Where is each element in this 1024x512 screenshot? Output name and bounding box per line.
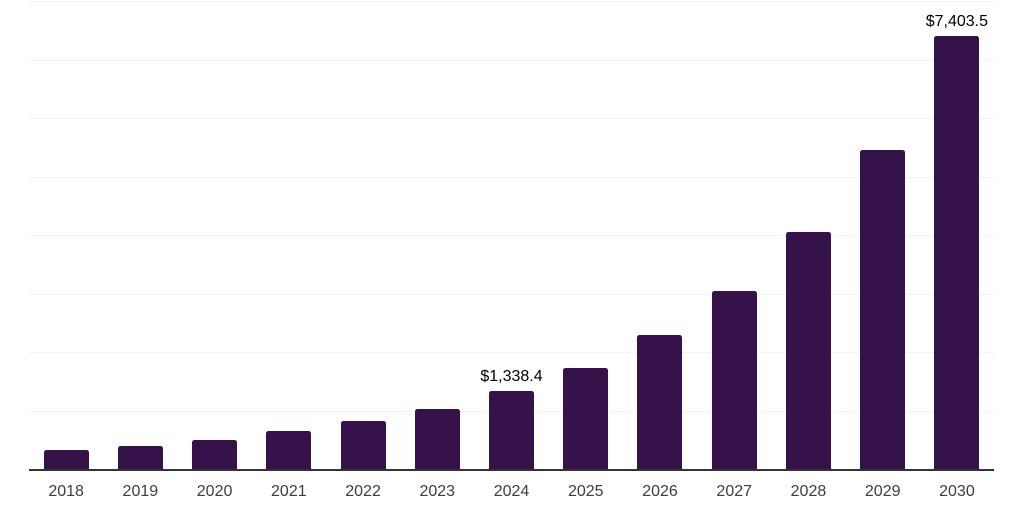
x-tick-2027: 2027 xyxy=(716,483,753,500)
gridline-8000 xyxy=(29,1,994,2)
gridline-3000 xyxy=(29,293,994,295)
x-tick-2024: 2024 xyxy=(493,483,530,500)
gridline-7000 xyxy=(29,59,994,61)
gridline-4000 xyxy=(29,235,994,236)
bar-2029 xyxy=(860,150,906,469)
x-tick-2019: 2019 xyxy=(122,483,159,500)
gridline-2000 xyxy=(29,352,994,353)
x-tick-2026: 2026 xyxy=(642,483,678,500)
gridline-5000 xyxy=(29,176,994,178)
x-tick-2025: 2025 xyxy=(567,483,604,500)
x-tick-2022: 2022 xyxy=(345,483,381,500)
bar-2026 xyxy=(637,335,683,469)
bar-2020 xyxy=(192,439,238,469)
x-axis-tick-labels: 2018 2019 2020 2021 2022 2023 2024 2025 2026 2027… xyxy=(29,472,994,501)
x-tick-2029: 2029 xyxy=(864,483,901,500)
bar-2021 xyxy=(266,431,312,469)
gridline-6000 xyxy=(29,118,994,119)
bar-2019 xyxy=(117,445,163,469)
x-tick-2023: 2023 xyxy=(419,483,456,500)
data-label-2030: $7,403.5 xyxy=(925,12,989,30)
x-axis-line xyxy=(29,469,994,471)
x-tick-2020: 2020 xyxy=(196,483,233,500)
bar-2024 xyxy=(489,390,534,469)
data-label-2024: $1,338.4 xyxy=(480,367,543,385)
x-tick-2030: 2030 xyxy=(939,483,975,500)
bar-2027 xyxy=(711,291,757,469)
bar-2022 xyxy=(340,421,386,469)
bar-2023 xyxy=(414,408,460,469)
x-tick-2021: 2021 xyxy=(271,483,307,500)
bar-2030 xyxy=(934,35,980,469)
plot-area: $1,338.4 $7,403.5 xyxy=(29,0,994,471)
bar-2025 xyxy=(563,368,609,469)
bar-chart: $1,338.4 $7,403.5 2018 2019 2020 2021 2022 202… xyxy=(29,0,994,512)
bar-2028 xyxy=(785,232,831,469)
bar-2018 xyxy=(43,450,89,469)
x-tick-2028: 2028 xyxy=(790,483,827,500)
x-tick-2018: 2018 xyxy=(48,483,84,500)
